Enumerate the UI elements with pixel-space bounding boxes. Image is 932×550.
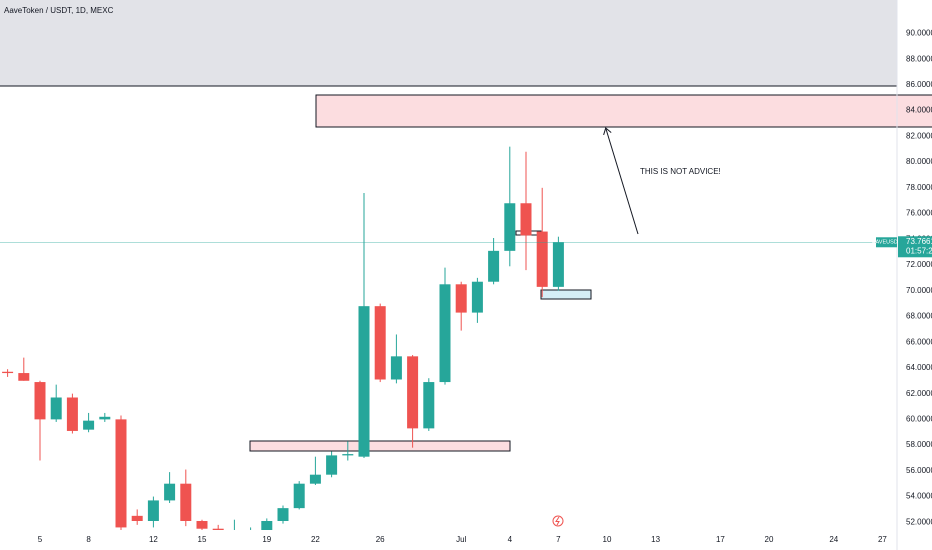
x-tick-label: 8: [86, 535, 91, 544]
candle-body: [261, 520, 273, 530]
candle-body: [196, 520, 208, 529]
candle-body: [504, 203, 516, 251]
x-tick-label: Jul: [456, 535, 466, 544]
countdown-label: 01:57:27: [906, 246, 932, 255]
candle-body: [115, 419, 127, 528]
candle-body: [520, 203, 532, 236]
y-tick-label: 82.0000: [906, 131, 932, 140]
candles: [2, 146, 564, 541]
candle-body: [83, 420, 95, 430]
shaded-zone: [0, 0, 897, 86]
y-tick-label: 54.0000: [906, 492, 932, 501]
candle-body: [439, 284, 451, 383]
candle-body: [212, 528, 224, 530]
arrow: [606, 129, 639, 235]
x-tick-label: 24: [829, 535, 838, 544]
y-tick-label: 62.0000: [906, 389, 932, 398]
candle-body: [245, 533, 256, 536]
x-tick-label: 13: [651, 535, 660, 544]
demand-zone: [249, 440, 511, 452]
y-tick-label: 88.0000: [906, 54, 932, 63]
candle-body: [407, 356, 419, 429]
candle-body: [358, 306, 370, 457]
symbol-badge: [876, 237, 897, 248]
x-tick-label: 19: [262, 535, 271, 544]
candle-body: [309, 474, 321, 484]
x-tick-label: 4: [508, 535, 513, 544]
symbol-label: AAVEUSDT: [872, 240, 902, 246]
chart-title: AaveToken / USDT, 1D, MEXC: [4, 6, 114, 15]
annotation: THIS IS NOT ADVICE!: [640, 167, 721, 176]
candle-body: [164, 483, 176, 501]
y-tick-label: 56.0000: [906, 466, 932, 475]
y-tick-label: 78.0000: [906, 183, 932, 192]
candle-body: [374, 306, 386, 380]
x-tick-label: 20: [765, 535, 774, 544]
y-tick-label: 90.0000: [906, 29, 932, 38]
candle-body: [180, 483, 192, 521]
x-tick-label: 12: [149, 535, 158, 544]
candle-body: [326, 455, 338, 475]
y-tick-label: 70.0000: [906, 286, 932, 295]
y-tick-label: 66.0000: [906, 337, 932, 346]
y-tick-label: 76.0000: [906, 209, 932, 218]
y-tick-label: 64.0000: [906, 363, 932, 372]
candle-body: [131, 515, 143, 521]
candle-body: [552, 242, 564, 287]
y-tick-label: 68.0000: [906, 312, 932, 321]
y-tick-label: 72.0000: [906, 260, 932, 269]
candle-body: [293, 483, 305, 509]
candle-body: [277, 508, 289, 521]
candle-body: [471, 281, 483, 313]
y-tick-label: 58.0000: [906, 440, 932, 449]
candle-body: [66, 397, 78, 431]
x-tick-label: 15: [198, 535, 207, 544]
candle-body: [99, 416, 111, 420]
candle-body: [423, 382, 435, 429]
candle-body: [342, 454, 354, 456]
y-tick-label: 52.0000: [906, 517, 932, 526]
candle-body: [536, 231, 548, 287]
y-tick-label: 60.0000: [906, 414, 932, 423]
price-label: 73.7661: [906, 237, 932, 246]
x-tick-label: 22: [311, 535, 320, 544]
y-tick-label: 80.0000: [906, 157, 932, 166]
x-tick-label: 26: [376, 535, 385, 544]
candle-body: [50, 397, 62, 420]
candle-body: [455, 284, 467, 313]
y-tick-label: 84.0000: [906, 106, 932, 115]
supply-zone: [315, 94, 932, 128]
x-tick-label: 17: [716, 535, 725, 544]
candle-body: [390, 356, 402, 380]
candle-body: [147, 500, 159, 521]
x-tick-label: 5: [38, 535, 43, 544]
candle-body: [229, 535, 240, 541]
x-tick-label: 10: [603, 535, 612, 544]
price-badge: [898, 236, 932, 258]
candle-body: [2, 371, 14, 374]
y-tick-label: 86.0000: [906, 80, 932, 89]
x-tick-label: 7: [556, 535, 561, 544]
candle-body: [34, 382, 46, 420]
event-bolt: [555, 516, 560, 526]
candle-body: [488, 250, 500, 282]
candle-body: [18, 373, 30, 381]
x-tick-label: 27: [878, 535, 887, 544]
target-box: [540, 289, 592, 300]
